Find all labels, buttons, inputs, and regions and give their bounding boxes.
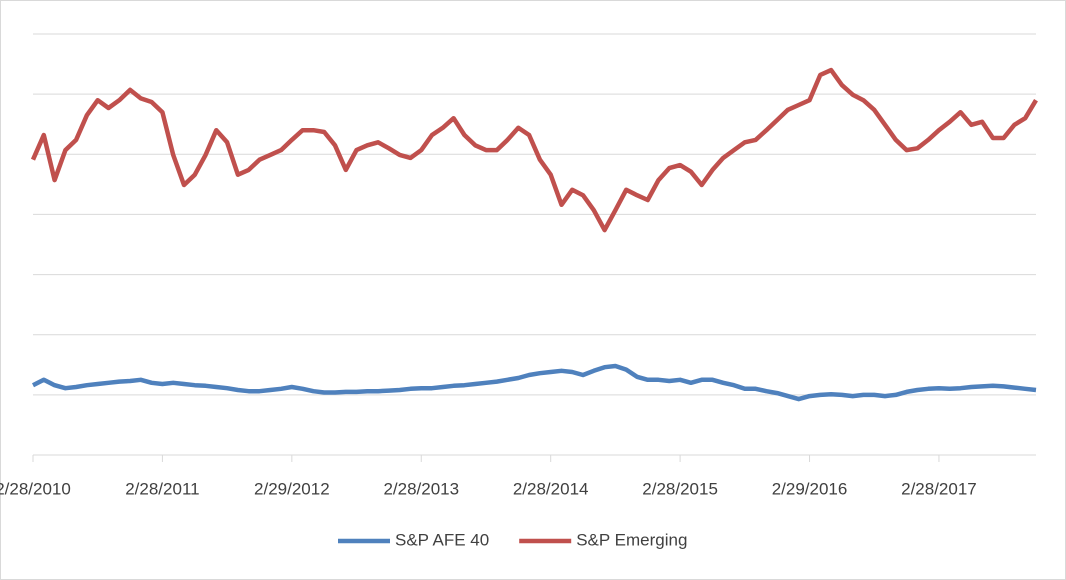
x-tick-label: 2/28/2015 [642, 479, 718, 498]
x-tick-label: 2/28/2017 [901, 479, 977, 498]
series-line [30, 67, 1038, 233]
x-tick-label: 2/29/2012 [254, 479, 330, 498]
x-tick-label: 2/28/2014 [513, 479, 589, 498]
x-tick-label: 2/28/2013 [383, 479, 459, 498]
x-tick-label: 2/28/2011 [125, 479, 199, 498]
legend-label: S&P Emerging [576, 530, 687, 549]
series-line [31, 363, 1037, 402]
legend-label: S&P AFE 40 [395, 530, 489, 549]
x-tick-label: 2/28/2010 [0, 479, 71, 498]
x-tick-label: 2/29/2016 [772, 479, 848, 498]
